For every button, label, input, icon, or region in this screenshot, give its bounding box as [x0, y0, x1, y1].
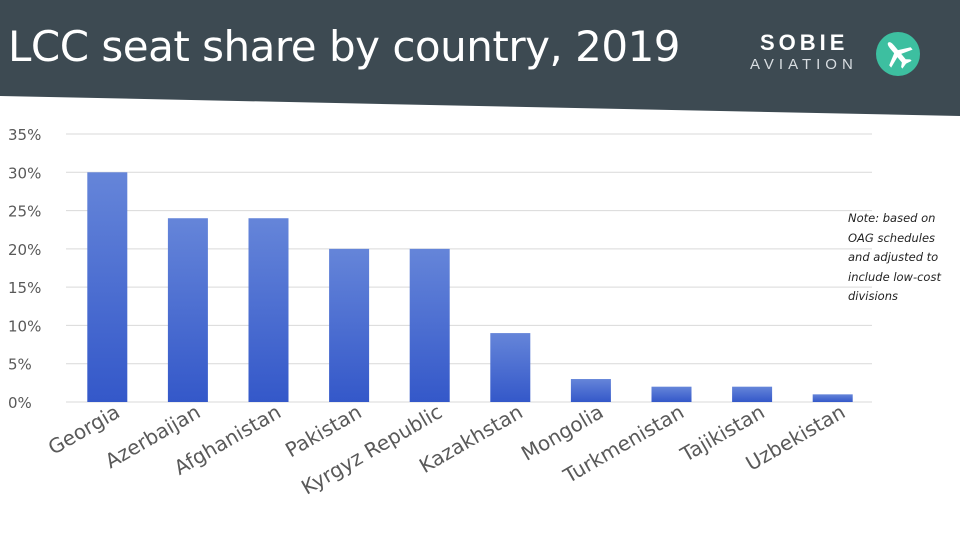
bar-pakistan [329, 248, 370, 402]
bar-turkmenistan [651, 386, 692, 402]
y-tick-label: 30% [8, 164, 41, 182]
y-tick-label: 15% [8, 279, 41, 297]
y-tick-label: 25% [8, 203, 41, 221]
bar-kazakhstan [490, 333, 531, 402]
y-tick-label: 20% [8, 241, 41, 259]
page-title: LCC seat share by country, 2019 [8, 22, 681, 71]
bar-uzbekistan [812, 394, 853, 402]
chart-note: Note: based on OAG schedules and adjuste… [848, 211, 941, 303]
bar-afghanistan [248, 218, 289, 402]
y-tick-label: 5% [8, 356, 32, 374]
logo-wordmark-bottom: AVIATION [750, 56, 858, 73]
bar-kyrgyz-republic [409, 248, 450, 402]
bar-georgia [87, 172, 128, 402]
bar-mongolia [570, 379, 611, 402]
y-tick-label: 35% [8, 126, 41, 144]
logo: SOBIE AVIATION [748, 30, 928, 78]
y-tick-label: 0% [8, 394, 32, 412]
bar-tajikistan [732, 386, 773, 402]
airplane-icon [876, 32, 920, 76]
y-tick-label: 10% [8, 317, 41, 335]
header-bar: LCC seat share by country, 2019 SOBIE AV… [0, 0, 960, 116]
logo-wordmark-top: SOBIE [760, 30, 849, 55]
header-background [0, 0, 960, 116]
bar-azerbaijan [167, 218, 208, 402]
x-tick-label: Kyrgyz Republic [297, 400, 446, 500]
